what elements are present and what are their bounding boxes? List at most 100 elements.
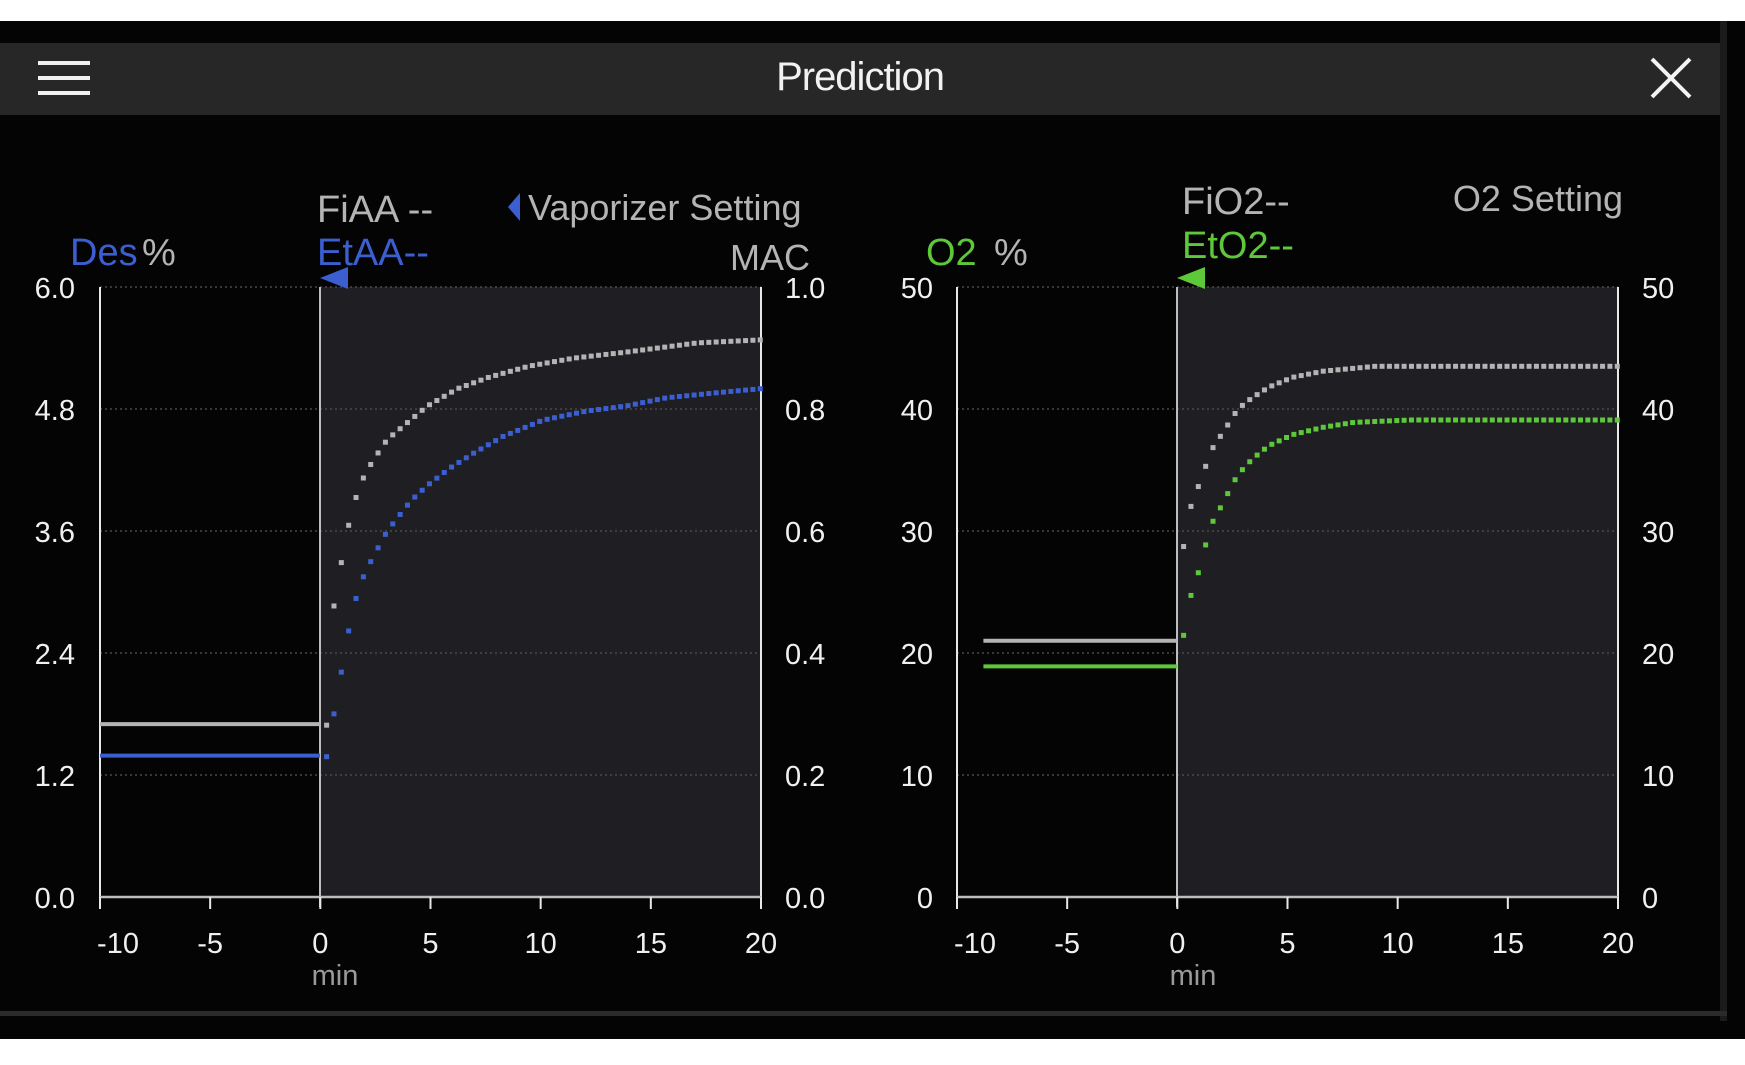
panel-border-right [1720,21,1727,1021]
prediction-point-eto2 [1269,441,1275,447]
prediction-point-eto2 [1563,417,1569,423]
prediction-point-fio2 [1313,370,1319,376]
prediction-point-eto2 [1600,417,1606,423]
prediction-point-eto2 [1445,417,1451,423]
prediction-point-etaa [750,386,756,392]
prediction-point-eto2 [1328,423,1334,429]
prediction-point-etaa [743,387,749,393]
prediction-point-fio2 [1357,365,1363,371]
prediction-point-fiaa [427,402,433,408]
prediction-point-eto2 [1475,417,1481,423]
prediction-point-etaa [375,545,381,551]
prediction-point-etaa [757,386,763,392]
prediction-point-fio2 [1548,363,1554,369]
prediction-point-fiaa [404,420,410,426]
prediction-point-etaa [449,464,455,470]
x-tick-label: 15 [1492,928,1524,960]
prediction-point-eto2 [1423,417,1429,423]
prediction-point-fio2 [1394,363,1400,369]
prediction-point-etaa [603,406,609,412]
prediction-point-eto2 [1614,417,1620,423]
prediction-point-etaa [390,521,396,527]
prediction-point-etaa [544,416,550,422]
prediction-point-etaa [713,390,719,396]
prediction-point-eto2 [1203,542,1209,548]
prediction-point-eto2 [1585,417,1591,423]
prediction-point-etaa [346,628,352,634]
x-tick-label: 0 [312,928,328,960]
prediction-point-eto2 [1438,417,1444,423]
y-tick-label: 30 [901,517,933,549]
prediction-point-eto2 [1357,419,1363,425]
anesthetic-agent-chart: 0.0 0.0 1.2 0.2 2.4 0.4 3.6 0.6 4.8 0.8 6.0 1.0 -10 -… [35,187,826,992]
prediction-point-eto2 [1548,417,1554,423]
prediction-point-fiaa [419,407,425,413]
prediction-point-etaa [647,398,653,404]
prediction-point-fiaa [691,340,697,346]
prediction-point-fio2 [1555,363,1561,369]
prediction-point-eto2 [1467,417,1473,423]
prediction-point-fio2 [1254,392,1260,398]
prediction-point-etaa [397,511,403,517]
prediction-point-fiaa [610,351,616,357]
prediction-point-fiaa [471,380,477,386]
prediction-point-etaa [382,531,388,537]
prediction-point-etaa [515,427,521,433]
x-tick-label: 20 [745,928,777,960]
setting-marker-icon [508,193,520,221]
prediction-point-etaa [353,596,359,602]
prediction-point-fiaa [684,341,690,347]
prediction-point-fio2 [1232,410,1238,416]
prediction-point-fiaa [551,359,557,365]
prediction-point-etaa [500,433,506,439]
prediction-point-etaa [654,397,660,403]
prediction-point-fiaa [338,560,344,566]
prediction-point-eto2 [1379,418,1385,424]
prediction-point-fio2 [1342,366,1348,372]
prediction-point-fiaa [669,343,675,349]
prediction-point-etaa [529,421,535,427]
prediction-region [320,287,761,897]
oxygen-chart: 0 0 10 10 20 20 30 30 40 40 50 50 -10 -5 0 5 10 15 20 min O2… [901,178,1675,992]
setting-label: O2 Setting [1453,178,1623,219]
prediction-point-fiaa [728,338,734,344]
prediction-point-etaa [588,407,594,413]
y-tick-label: 4.8 [35,395,75,427]
prediction-point-fiaa [706,339,712,345]
prediction-point-fiaa [544,360,550,366]
prediction-point-etaa [559,413,565,419]
y-tick-label: 20 [901,639,933,671]
prediction-point-fio2 [1511,363,1517,369]
prediction-point-etaa [610,405,616,411]
prediction-point-fio2 [1497,363,1503,369]
prediction-point-etaa [368,559,374,565]
prediction-point-etaa [574,410,580,416]
hamburger-icon[interactable] [38,61,90,97]
prediction-point-fiaa [676,342,682,348]
prediction-point-etaa [419,487,425,493]
prediction-point-eto2 [1298,430,1304,436]
fi-readout: FiO2-- [1182,181,1290,223]
prediction-point-eto2 [1401,417,1407,423]
prediction-point-etaa [338,669,344,675]
prediction-point-etaa [662,395,668,401]
prediction-point-eto2 [1342,421,1348,427]
close-icon[interactable] [1648,55,1694,101]
y-tick-label: 50 [901,273,933,305]
prediction-point-fiaa [750,337,756,343]
prediction-point-eto2 [1188,592,1194,598]
prediction-point-eto2 [1386,418,1392,424]
prediction-point-etaa [566,412,572,418]
prediction-point-eto2 [1592,417,1598,423]
prediction-point-fiaa [632,348,638,354]
x-tick-label: -5 [1054,928,1080,960]
prediction-point-eto2 [1416,417,1422,423]
prediction-point-etaa [456,459,462,465]
prediction-point-eto2 [1533,417,1539,423]
prediction-point-etaa [698,391,704,397]
prediction-point-fiaa [493,372,499,378]
prediction-point-fiaa [625,349,631,355]
prediction-point-fiaa [566,356,572,362]
y2-tick-label: 40 [1642,395,1674,427]
prediction-point-eto2 [1578,417,1584,423]
